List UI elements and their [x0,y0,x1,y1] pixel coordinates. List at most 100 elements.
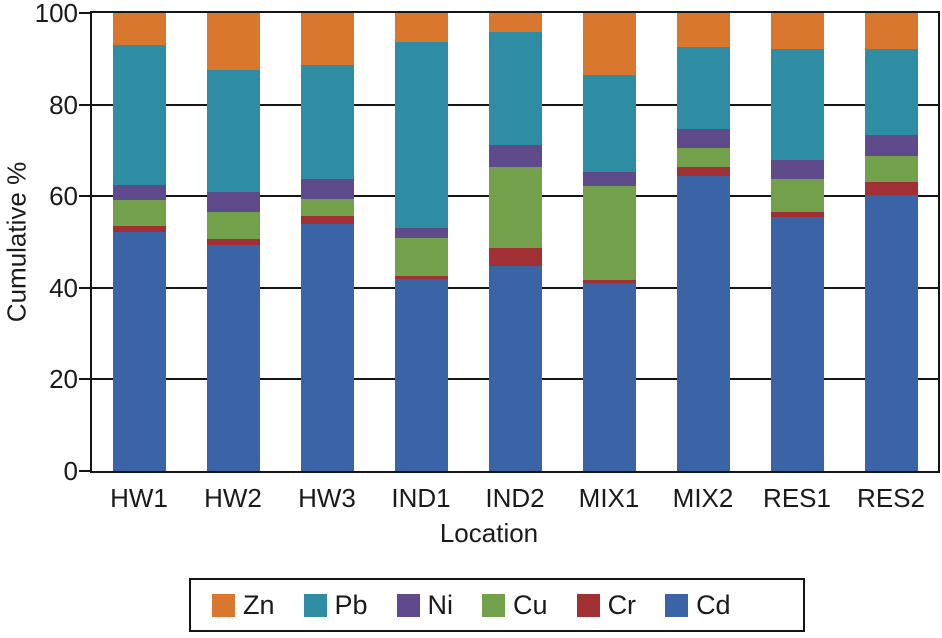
bar-res1 [770,13,824,471]
x-tick-label: RES2 [857,483,925,513]
x-tick-label: MIX2 [672,483,734,513]
legend-label: Pb [334,589,368,620]
bar-segment-cd [770,217,824,471]
y-tick-mark [79,286,90,289]
legend-item-zn: Zn [212,590,275,621]
legend-swatch-cu [482,593,506,617]
legend-label: Ni [427,589,454,620]
x-tick-label: HW3 [298,483,356,513]
bar-segment-ni [864,135,918,156]
bar-segment-pb [770,48,824,160]
bar-segment-cu [864,155,918,183]
y-tick-label: 100 [34,0,78,28]
bar-segment-zn [864,13,918,49]
bar-segment-cr [394,275,448,280]
legend-item-ni: Ni [396,589,454,621]
legend-item-cu: Cu [482,590,548,621]
bar-segment-cd [582,283,636,471]
bar-res2 [864,13,918,471]
y-tick-mark [79,378,90,381]
bar-segment-ni [112,184,166,200]
bar-segment-cr [488,247,542,266]
bar-ind1 [394,13,448,471]
bar-segment-zn [676,13,730,48]
bar-segment-cd [394,279,448,471]
bar-ind2 [488,13,542,471]
legend-swatch-zn [212,593,235,617]
bar-segment-pb [582,75,636,172]
bar-segment-ni [394,228,448,238]
bar-segment-cr [676,166,730,177]
y-tick-label: 0 [63,456,78,486]
legend-label: Zn [243,589,275,620]
bar-segment-cr [582,280,636,284]
legend-item-cd: Cd [665,590,731,621]
plot-area [90,11,940,473]
legend-label: Cd [696,589,731,620]
y-tick-mark [79,103,90,106]
legend-swatch-cr [576,593,600,617]
legend-item-pb: Pb [303,589,368,621]
bar-segment-ni [770,159,824,180]
bar-segment-cu [488,166,542,248]
bar-segment-cr [770,211,824,218]
bar-segment-cd [112,232,166,471]
y-tick-mark [79,195,90,198]
x-tick-label: IND1 [391,483,451,513]
bar-segment-pb [676,47,730,129]
bar-segment-zn [488,13,542,33]
bar-segment-ni [676,128,730,148]
bar-hw2 [206,13,260,471]
x-tick-label: HW2 [204,483,262,513]
bar-segment-cu [112,199,166,226]
bar-segment-pb [488,32,542,146]
bar-segment-cr [206,238,260,246]
bar-segment-zn [300,13,354,66]
bar-hw3 [300,13,354,471]
x-tick-label: RES1 [763,483,831,513]
bar-segment-cu [582,185,636,281]
bar-segment-pb [864,48,918,136]
bar-segment-cu [770,179,824,212]
x-tick-label: HW1 [110,483,168,513]
x-axis-title: Location [439,518,539,548]
bar-segment-cd [300,223,354,471]
y-tick-mark [79,470,90,472]
bar-segment-ni [488,145,542,167]
y-tick-label: 80 [49,89,78,120]
bar-segment-cd [676,176,730,471]
bar-segment-cu [300,198,354,217]
bar-segment-cu [676,147,730,167]
bar-mix2 [676,13,730,471]
legend-swatch-ni [396,593,420,617]
y-tick-label: 40 [49,272,78,303]
bar-hw1 [112,13,166,471]
y-tick-label: 20 [49,364,78,395]
bar-segment-cd [488,265,542,471]
bar-segment-pb [300,65,354,179]
bar-segment-zn [206,13,260,70]
y-tick-mark [79,12,90,14]
x-tick-label: MIX1 [578,483,640,513]
bar-segment-pb [394,41,448,229]
bar-segment-cr [112,225,166,233]
legend-item-cr: Cr [576,589,637,621]
bar-segment-zn [112,13,166,46]
bar-segment-cr [864,182,918,195]
y-tick-label: 60 [49,181,78,212]
bar-segment-cr [300,216,354,224]
bar-segment-zn [770,13,824,49]
legend-swatch-cd [665,593,689,617]
bar-segment-cd [206,245,260,471]
legend-label: Cr [607,589,637,620]
bar-segment-zn [394,13,448,42]
legend: Zn Pb Ni Cu Cr Cd [189,578,805,632]
bar-segment-ni [582,171,636,186]
legend-swatch-pb [303,593,327,617]
bar-segment-pb [206,69,260,192]
bar-segment-pb [112,45,166,185]
bar-segment-ni [300,178,354,199]
x-tick-label: IND2 [485,483,545,513]
bar-segment-ni [206,191,260,213]
bar-segment-cu [206,212,260,239]
